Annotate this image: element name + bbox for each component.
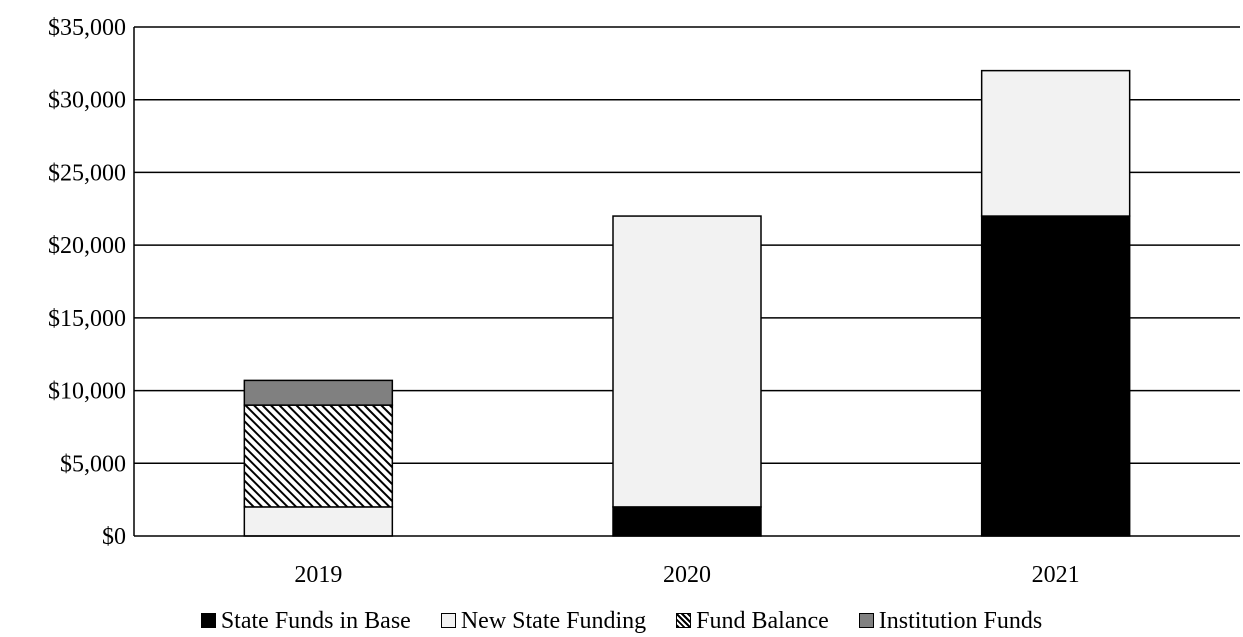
axes — [133, 27, 1240, 537]
x-axis-tick-labels: 2019 2020 2021 — [294, 562, 1079, 588]
legend-item-new-state-funding: New State Funding — [440, 607, 647, 635]
y-tick-label: $20,000 — [48, 233, 126, 259]
legend-item-state-funds-in-base: State Funds in Base — [200, 607, 411, 635]
legend-label: New State Funding — [460, 607, 647, 634]
y-tick-label: $5,000 — [60, 451, 126, 477]
legend-label: State Funds in Base — [220, 607, 411, 634]
x-tick-label: 2019 — [294, 562, 342, 588]
legend-item-fund-balance: Fund Balance — [676, 607, 829, 635]
bar-state-funds-in-base-2021 — [980, 215, 1131, 537]
y-axis-tick-labels: $0 $5,000 $10,000 $15,000 $20,000 $25,000 $30,… — [48, 15, 126, 550]
y-tick-label: $10,000 — [48, 379, 126, 405]
y-tick-label: $0 — [102, 524, 126, 550]
bar-new-state-funding-2021 — [980, 69, 1131, 217]
legend: State Funds in Base New State Funding Fund… — [0, 604, 1243, 637]
bar-institution-funds-2019 — [243, 379, 394, 406]
legend-swatch-institution-funds — [858, 613, 874, 628]
bar-new-state-funding-2020 — [612, 215, 762, 508]
bars — [243, 69, 1131, 537]
legend-swatch-fund-balance — [676, 613, 692, 628]
bar-stack-2019 — [243, 379, 394, 537]
legend-label: Fund Balance — [696, 607, 829, 634]
legend-swatch-new-state-funding — [440, 613, 456, 628]
y-tick-label: $30,000 — [48, 88, 126, 114]
stacked-bar-chart: $0 $5,000 $10,000 $15,000 $20,000 $25,000 $30,… — [48, 15, 1240, 588]
bar-stack-2020 — [612, 215, 762, 537]
x-tick-label: 2020 — [663, 562, 711, 588]
bar-state-funds-in-base-2020 — [612, 506, 762, 537]
legend-item-institution-funds: Institution Funds — [858, 607, 1043, 635]
x-tick-label: 2021 — [1032, 562, 1080, 588]
bar-fund-balance-2019 — [243, 404, 394, 508]
y-tick-label: $35,000 — [48, 15, 126, 41]
legend-label: Institution Funds — [878, 607, 1043, 634]
bar-stack-2021 — [980, 69, 1131, 537]
bar-new-state-funding-2019 — [243, 506, 394, 537]
y-tick-label: $25,000 — [48, 160, 126, 186]
y-tick-label: $15,000 — [48, 306, 126, 332]
legend-swatch-state-funds-in-base — [200, 613, 216, 628]
